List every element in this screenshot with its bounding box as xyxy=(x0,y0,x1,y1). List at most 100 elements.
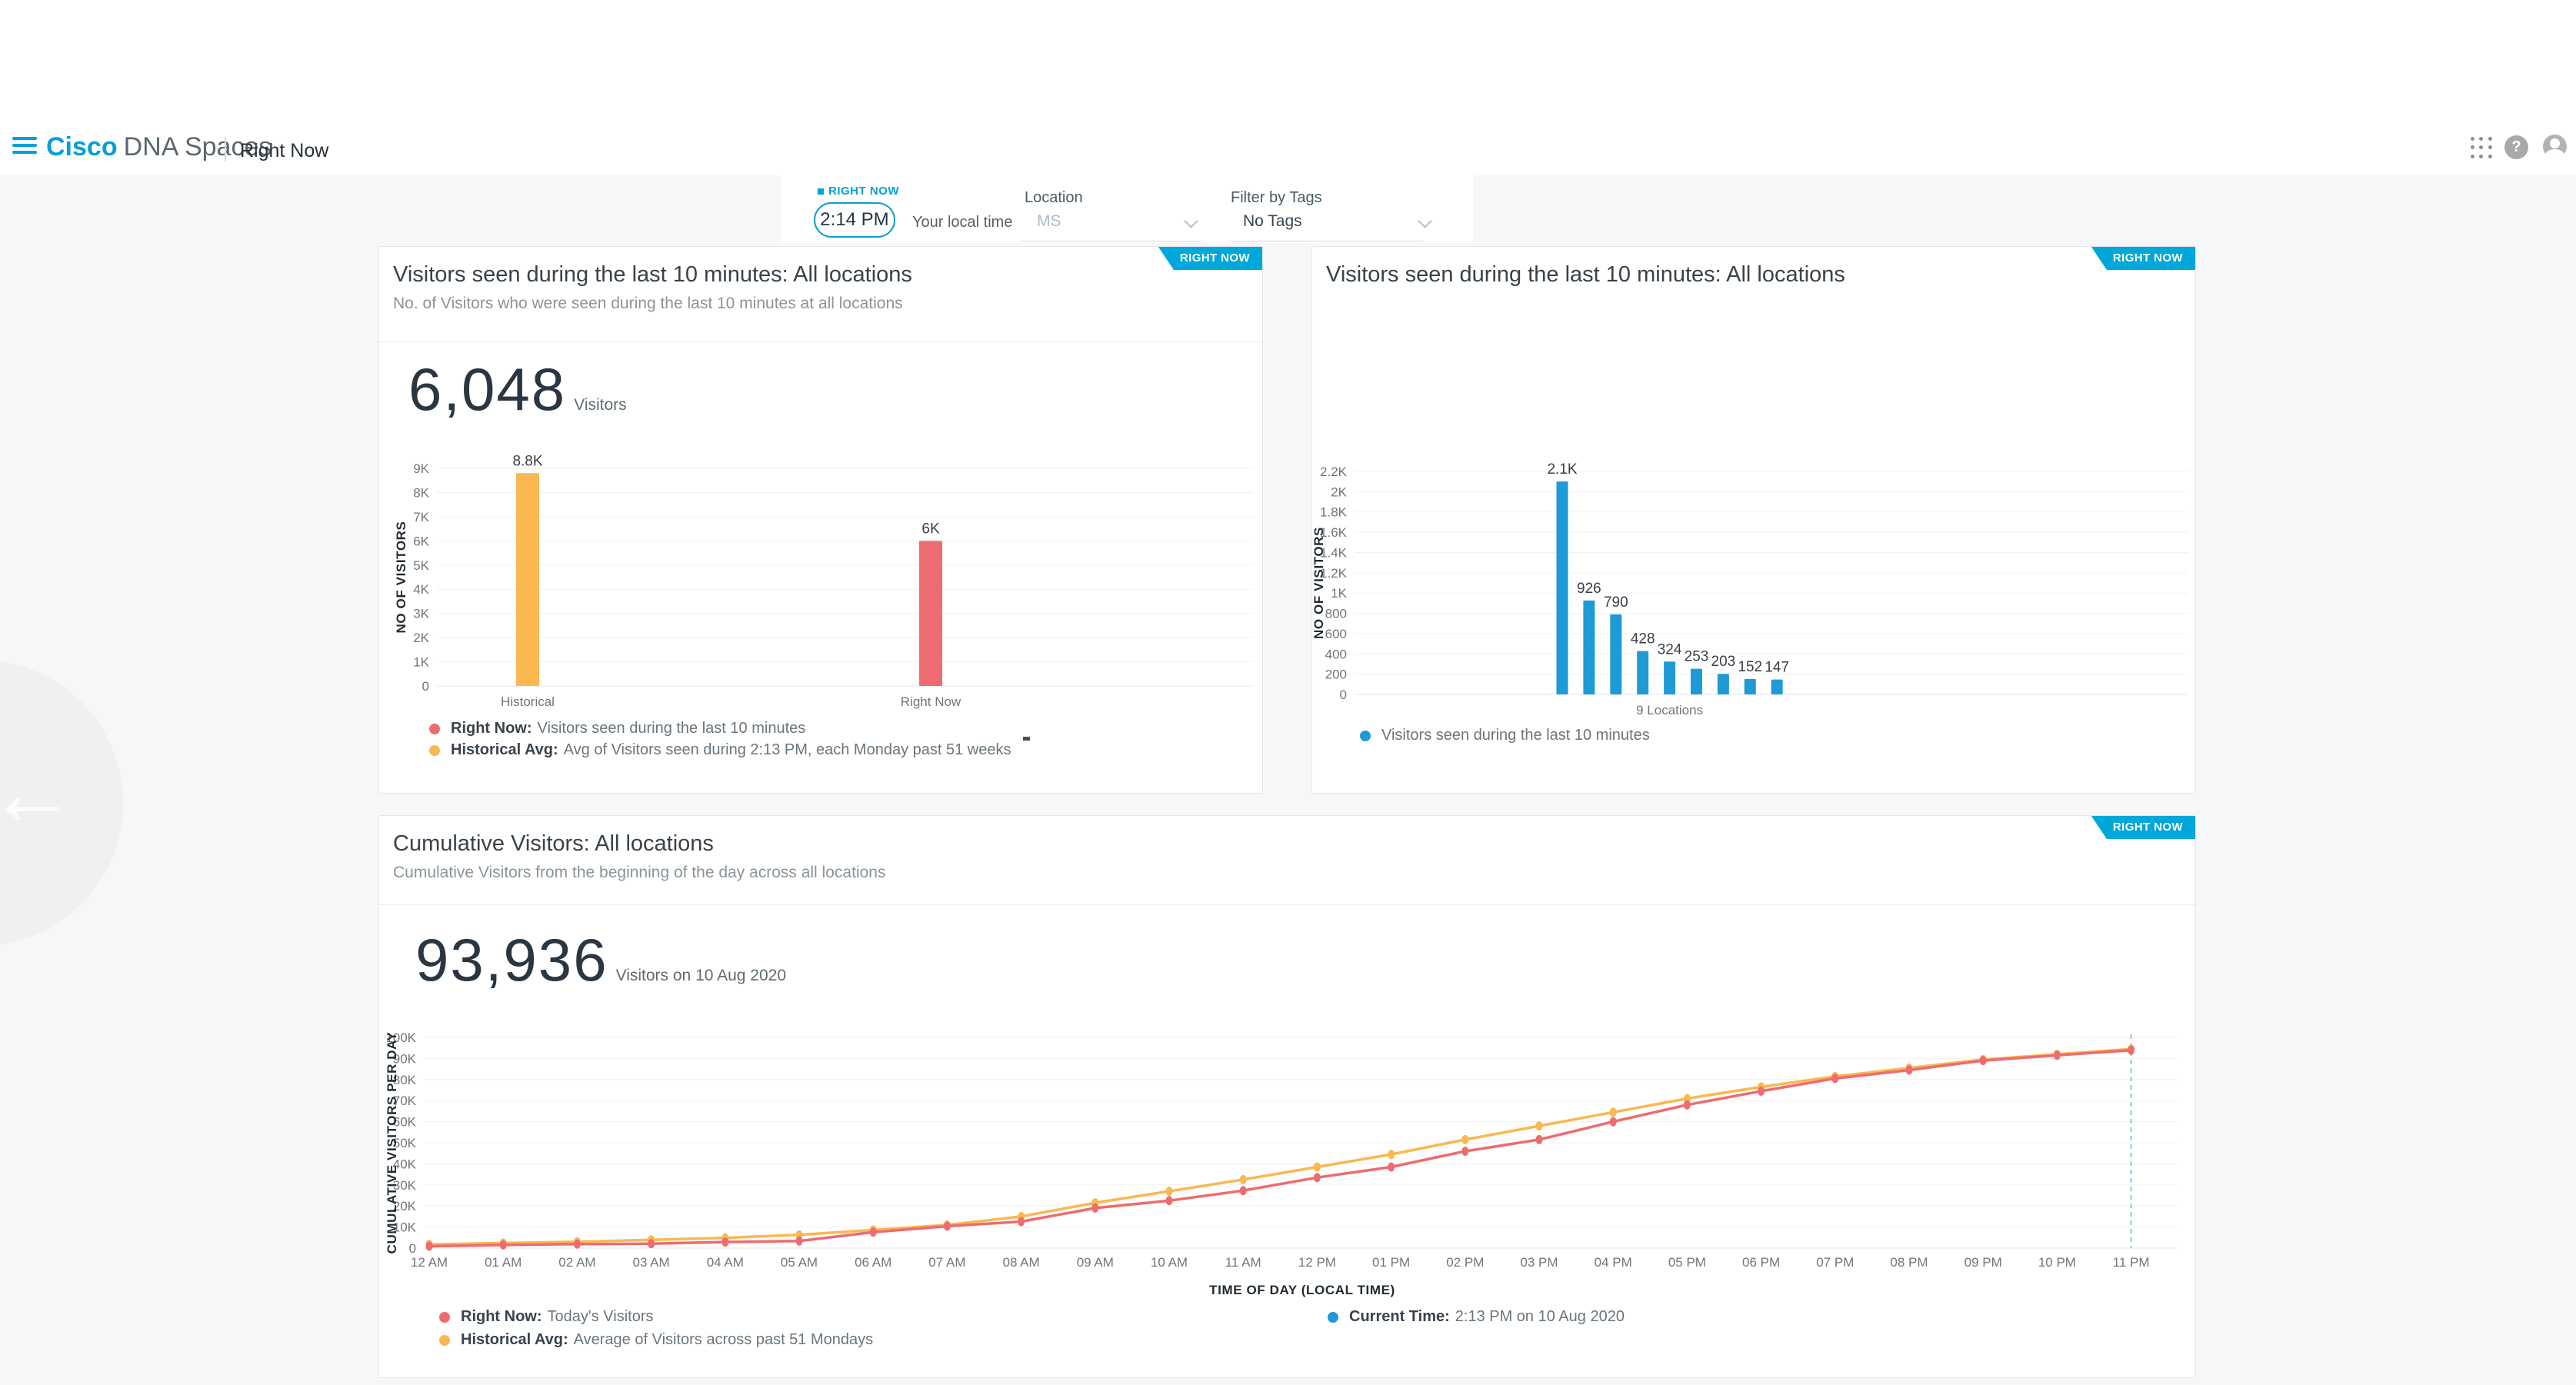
red-dot-icon xyxy=(429,723,440,734)
tags-select[interactable]: No Tags xyxy=(1243,212,1302,230)
user-avatar-icon[interactable] xyxy=(2543,135,2567,158)
visitors-comparison-card: RIGHT NOW Visitors seen during the last … xyxy=(378,246,1263,794)
data-point[interactable] xyxy=(1165,1196,1173,1206)
data-point[interactable] xyxy=(1018,1217,1025,1227)
data-point[interactable] xyxy=(1461,1147,1469,1156)
data-point[interactable] xyxy=(2128,1045,2135,1055)
right-now-badge: RIGHT NOW xyxy=(2091,816,2195,839)
help-icon[interactable]: ? xyxy=(2504,135,2528,159)
data-point[interactable] xyxy=(648,1239,655,1249)
filter-by-tags-label: Filter by Tags xyxy=(1231,189,1322,206)
data-point[interactable] xyxy=(721,1237,729,1247)
svg-text:05 PM: 05 PM xyxy=(1668,1255,1706,1270)
svg-text:60K: 60K xyxy=(393,1115,417,1130)
data-point[interactable] xyxy=(1979,1056,1987,1066)
legend-current-time: Current Time: 2:13 PM on 10 Aug 2020 xyxy=(1328,1308,1625,1326)
svg-text:200: 200 xyxy=(1325,668,1347,682)
cumulative-visitors-chart: 0 10K 20K 30K 40K 50K 60K 70K 80K 90K 100K CUMULATI… xyxy=(385,1030,2187,1299)
data-point[interactable] xyxy=(869,1227,877,1237)
svg-text:2K: 2K xyxy=(1331,484,1347,499)
data-point[interactable] xyxy=(1091,1203,1099,1213)
data-point[interactable] xyxy=(1388,1150,1395,1160)
data-point[interactable] xyxy=(1388,1162,1395,1172)
right-now-tag: RIGHT NOW xyxy=(818,185,899,198)
svg-text:1K: 1K xyxy=(413,655,429,670)
svg-text:1.8K: 1.8K xyxy=(1320,505,1348,520)
bar-right-now[interactable] xyxy=(919,541,942,686)
data-point[interactable] xyxy=(1905,1065,1913,1075)
location-select[interactable]: MS xyxy=(1037,212,1061,230)
bar-historical[interactable] xyxy=(516,473,539,686)
location-bar-3[interactable] xyxy=(1610,614,1622,694)
data-point[interactable] xyxy=(795,1236,803,1246)
data-point[interactable] xyxy=(1831,1074,1839,1084)
svg-text:2.1K: 2.1K xyxy=(1547,461,1577,478)
cumulative-metric: 93,936 Visitors on 10 Aug 2020 xyxy=(415,925,786,995)
svg-text:0: 0 xyxy=(422,679,429,694)
location-bar-9[interactable] xyxy=(1771,679,1783,694)
svg-text:10 PM: 10 PM xyxy=(2038,1255,2076,1270)
location-bar-7[interactable] xyxy=(1717,674,1729,694)
data-point[interactable] xyxy=(1239,1174,1247,1184)
location-bar-8[interactable] xyxy=(1744,678,1756,694)
svg-text:1.4K: 1.4K xyxy=(1320,545,1348,560)
card-title: Visitors seen during the last 10 minutes… xyxy=(1326,262,1845,287)
location-bar-4[interactable] xyxy=(1637,651,1649,694)
svg-text:8K: 8K xyxy=(413,485,429,500)
metric-label: Visitors xyxy=(574,396,627,414)
location-bar-5[interactable] xyxy=(1664,661,1676,694)
data-point[interactable] xyxy=(1461,1134,1469,1144)
svg-text:600: 600 xyxy=(1325,627,1347,641)
location-bar-6[interactable] xyxy=(1691,668,1702,694)
apps-grid-icon[interactable] xyxy=(2471,137,2494,160)
red-dot-icon xyxy=(439,1311,450,1323)
location-bar-1[interactable] xyxy=(1556,481,1568,694)
svg-text:9K: 9K xyxy=(413,461,429,476)
page-title: Right Now xyxy=(240,140,329,161)
data-point[interactable] xyxy=(1683,1100,1691,1110)
svg-text:10 AM: 10 AM xyxy=(1151,1255,1188,1270)
svg-text:40K: 40K xyxy=(393,1157,417,1171)
brand-logo[interactable]: Cisco DNA Spaces xyxy=(46,132,272,162)
filter-panel xyxy=(781,175,1473,243)
stray-mark xyxy=(1023,737,1030,741)
data-point[interactable] xyxy=(1683,1094,1691,1104)
data-point[interactable] xyxy=(1535,1134,1543,1144)
svg-text:NO OF VISITORS: NO OF VISITORS xyxy=(1312,527,1326,639)
time-selector[interactable]: 2:14 PM xyxy=(814,202,895,238)
legend-historical-avg: Historical Avg: Avg of Visitors seen dur… xyxy=(429,741,1011,759)
right-now-badge: RIGHT NOW xyxy=(2091,247,2195,270)
svg-text:253: 253 xyxy=(1685,649,1709,665)
menu-icon[interactable] xyxy=(12,137,37,155)
svg-text:08 AM: 08 AM xyxy=(1002,1255,1039,1270)
visitors-by-location-card: RIGHT NOW Visitors seen during the last … xyxy=(1311,246,2196,794)
data-point[interactable] xyxy=(1535,1121,1543,1131)
data-point[interactable] xyxy=(1609,1107,1617,1117)
data-point[interactable] xyxy=(1239,1186,1247,1196)
svg-text:0: 0 xyxy=(1340,688,1347,702)
right-now-badge: RIGHT NOW xyxy=(1158,247,1262,270)
orange-dot-icon xyxy=(439,1334,450,1346)
data-point[interactable] xyxy=(1165,1187,1173,1196)
svg-text:50K: 50K xyxy=(393,1136,417,1150)
location-bar-2[interactable] xyxy=(1583,600,1595,694)
card-title: Cumulative Visitors: All locations xyxy=(393,831,714,856)
data-point[interactable] xyxy=(573,1239,581,1249)
data-point[interactable] xyxy=(2053,1050,2061,1060)
svg-text:790: 790 xyxy=(1604,594,1628,611)
blue-dot-icon xyxy=(1328,1311,1338,1323)
data-point[interactable] xyxy=(1313,1173,1321,1183)
card-title: Visitors seen during the last 10 minutes… xyxy=(393,262,912,287)
data-point[interactable] xyxy=(943,1221,951,1231)
data-point[interactable] xyxy=(1609,1117,1617,1127)
svg-text:08 PM: 08 PM xyxy=(1890,1255,1928,1270)
metric-value: 93,936 xyxy=(415,926,608,994)
card-subtitle: No. of Visitors who were seen during the… xyxy=(393,295,903,312)
data-point[interactable] xyxy=(1758,1086,1765,1096)
svg-text:70K: 70K xyxy=(393,1094,417,1108)
data-point[interactable] xyxy=(1313,1162,1321,1172)
data-point[interactable] xyxy=(499,1240,507,1250)
data-point[interactable] xyxy=(425,1241,433,1251)
legend-right-now: Right Now: Visitors seen during the last… xyxy=(429,720,805,737)
